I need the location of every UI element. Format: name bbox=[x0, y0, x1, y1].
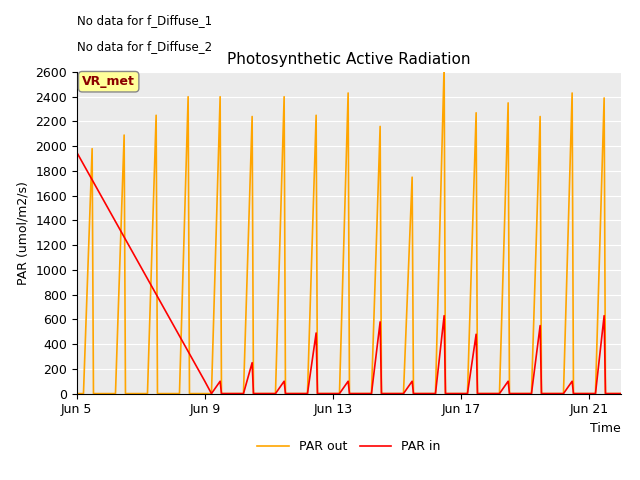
Text: No data for f_Diffuse_1: No data for f_Diffuse_1 bbox=[77, 14, 212, 27]
PAR in bbox=[521, 391, 529, 396]
Y-axis label: PAR (umol/m2/s): PAR (umol/m2/s) bbox=[17, 181, 29, 285]
PAR out bbox=[489, 391, 497, 396]
PAR out bbox=[73, 391, 81, 396]
Text: VR_met: VR_met bbox=[82, 75, 135, 88]
Line: PAR out: PAR out bbox=[77, 66, 640, 394]
PAR out bbox=[184, 94, 192, 100]
PAR out bbox=[105, 391, 113, 396]
X-axis label: Time: Time bbox=[590, 422, 621, 435]
Line: PAR in: PAR in bbox=[77, 153, 640, 394]
PAR in bbox=[489, 391, 497, 396]
PAR in bbox=[207, 391, 215, 396]
PAR out bbox=[527, 391, 535, 396]
PAR out bbox=[504, 100, 512, 106]
Legend: PAR out, PAR in: PAR out, PAR in bbox=[252, 435, 445, 458]
Title: Photosynthetic Active Radiation: Photosynthetic Active Radiation bbox=[227, 52, 470, 67]
PAR in bbox=[617, 391, 625, 396]
PAR out bbox=[521, 391, 529, 396]
PAR out bbox=[440, 63, 448, 69]
PAR in bbox=[73, 150, 81, 156]
Text: No data for f_Diffuse_2: No data for f_Diffuse_2 bbox=[77, 40, 212, 53]
PAR in bbox=[585, 391, 593, 396]
